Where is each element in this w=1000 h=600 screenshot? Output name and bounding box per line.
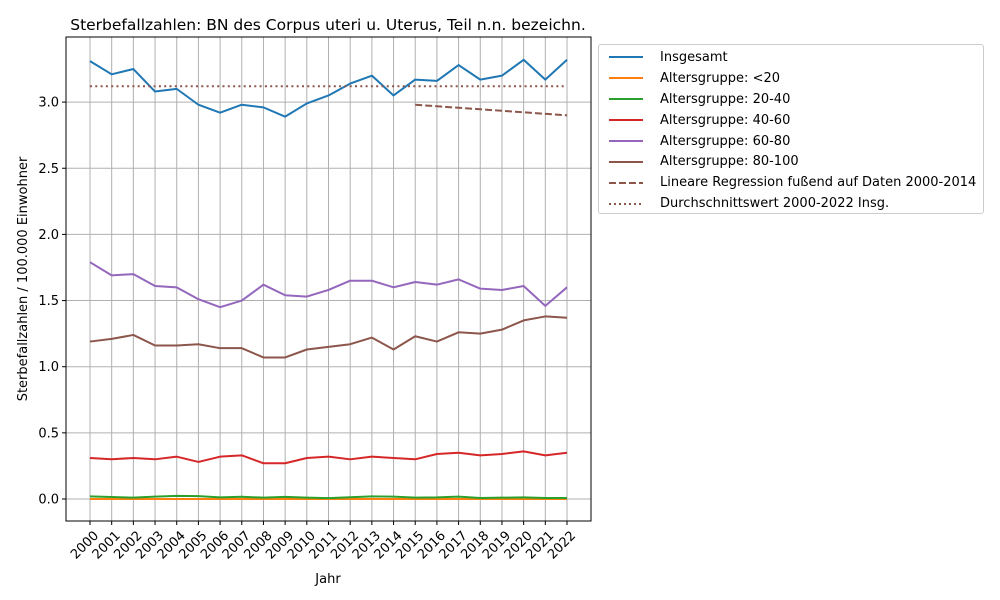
chart-title: Sterbefallzahlen: BN des Corpus uteri u.… [70, 16, 586, 34]
svg-text:3.0: 3.0 [38, 96, 59, 111]
legend-swatch-icon [609, 160, 643, 163]
legend-item-40-60: Altersgruppe: 40-60 [599, 110, 983, 131]
svg-text:0.0: 0.0 [38, 493, 59, 508]
y-axis-ticks: 0.0 0.5 1.0 1.5 2.0 2.5 3.0 [38, 96, 66, 508]
legend-swatch-icon [609, 181, 643, 184]
legend-item-regression: Lineare Regression fußend auf Daten 2000… [599, 172, 983, 193]
legend-label: Insgesamt [660, 49, 728, 65]
legend-label: Altersgruppe: <20 [660, 70, 781, 86]
legend-swatch-icon [609, 140, 643, 142]
svg-text:2.0: 2.0 [38, 228, 59, 243]
legend-item-20-40: Altersgruppe: 20-40 [599, 89, 983, 110]
legend-swatch-icon [609, 77, 643, 80]
y-axis-label: Sterbefallzahlen / 100.000 Einwohner [16, 156, 31, 401]
legend-item-insgesamt: Insgesamt [599, 47, 983, 68]
legend-label: Lineare Regression fußend auf Daten 2000… [660, 175, 977, 191]
legend-item-60-80: Altersgruppe: 60-80 [599, 131, 983, 152]
legend-swatch-icon [609, 202, 643, 205]
legend-label: Altersgruppe: 20-40 [660, 91, 791, 107]
chart-legend: Insgesamt Altersgruppe: <20 Altersgruppe… [598, 44, 984, 214]
svg-text:1.5: 1.5 [38, 294, 59, 309]
legend-label: Altersgruppe: 40-60 [660, 112, 791, 128]
svg-text:2.5: 2.5 [38, 162, 59, 177]
x-axis-ticks: 2000200120022003200420052006200720082009… [68, 521, 579, 562]
svg-text:0.5: 0.5 [38, 426, 59, 441]
legend-swatch-icon [609, 56, 643, 59]
legend-item-under-20: Altersgruppe: <20 [599, 68, 983, 89]
legend-swatch-icon [609, 119, 643, 122]
legend-swatch-icon [609, 98, 643, 101]
legend-label: Altersgruppe: 60-80 [660, 133, 791, 149]
legend-item-average: Durchschnittswert 2000-2022 Insg. [599, 193, 983, 214]
series-lines [89, 58, 568, 500]
x-axis-label: Jahr [314, 572, 341, 587]
grid-lines [66, 37, 591, 521]
legend-label: Durchschnittswert 2000-2022 Insg. [660, 196, 890, 212]
legend-item-80-100: Altersgruppe: 80-100 [599, 151, 983, 172]
svg-text:1.0: 1.0 [38, 360, 59, 375]
legend-label: Altersgruppe: 80-100 [660, 154, 799, 170]
